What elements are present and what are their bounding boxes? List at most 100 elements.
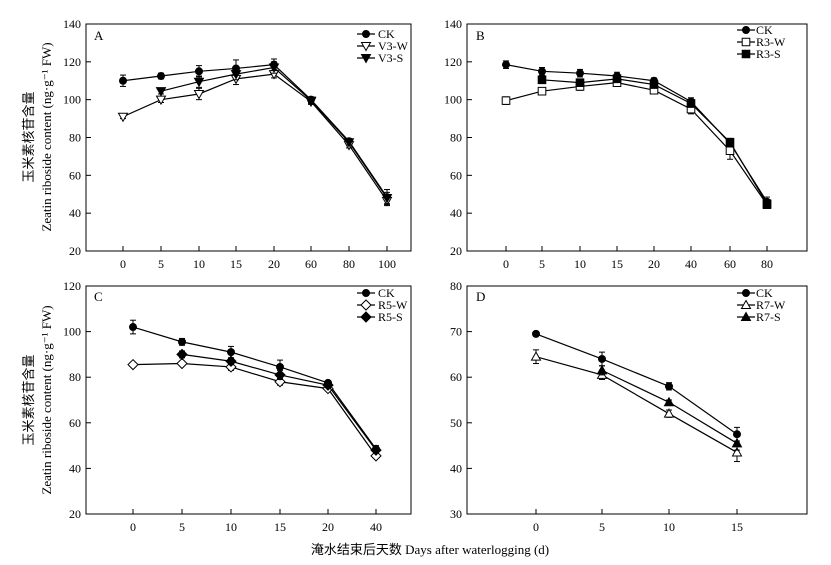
data-point <box>381 194 393 204</box>
series-line <box>505 82 768 205</box>
data-point <box>649 80 659 89</box>
y-tick-label: 40 <box>450 206 462 220</box>
data-point <box>176 357 188 370</box>
y-tick-label: 80 <box>450 131 462 145</box>
legend-marker <box>362 289 370 297</box>
data-point <box>227 348 235 357</box>
y-tick-label: 60 <box>69 168 81 182</box>
x-tick-label: 10 <box>574 257 586 271</box>
x-tick-label: 10 <box>193 257 205 271</box>
x-tick-label: 10 <box>663 520 675 534</box>
panel-letter: B <box>476 28 485 43</box>
data-point <box>530 351 542 361</box>
legend-marker <box>741 49 751 59</box>
y-axis-title-cn-bottom: 玉米素核苷含量 <box>21 354 36 445</box>
x-tick-label: 20 <box>648 257 660 271</box>
y-tick-label: 140 <box>444 17 462 31</box>
y-tick-label: 50 <box>450 416 462 430</box>
y-tick-label: 120 <box>63 55 81 69</box>
panel-b: 20 40 60 80 100 120 140 0 5 10 15 20 40 60 80 B CKR3-WR3… <box>444 17 808 271</box>
y-tick-label: 70 <box>450 325 462 339</box>
y-tick-label: 40 <box>450 461 462 475</box>
data-point <box>370 444 382 456</box>
data-point <box>663 396 675 407</box>
legend-marker <box>360 299 372 311</box>
data-point <box>762 199 772 209</box>
data-point <box>532 329 540 338</box>
data-point <box>178 337 186 346</box>
y-tick-label: 20 <box>450 244 462 258</box>
data-point <box>596 364 608 375</box>
data-point <box>225 355 237 367</box>
y-tick-label: 30 <box>450 507 462 521</box>
legend-marker <box>360 54 372 64</box>
x-tick-label: 5 <box>158 257 164 271</box>
data-point <box>575 78 585 87</box>
legend-label: R5-S <box>378 310 403 324</box>
series-ck <box>532 329 741 442</box>
series-ck <box>119 58 391 206</box>
y-tick-label: 80 <box>69 370 81 384</box>
legend-label: CK <box>378 27 395 41</box>
y-tick-label: 120 <box>444 55 462 69</box>
x-tick-label: 40 <box>685 257 697 271</box>
legend-label: R3-W <box>756 35 786 49</box>
series-line <box>601 369 738 444</box>
data-point <box>155 95 167 106</box>
data-point <box>731 437 743 448</box>
panel-letter: D <box>476 289 485 304</box>
series-line <box>132 362 377 457</box>
series-r7-w <box>530 349 743 463</box>
legend-marker <box>362 30 370 38</box>
x-tick-label: 0 <box>533 520 539 534</box>
x-tick-label: 10 <box>225 520 237 534</box>
series-r7-s <box>596 364 743 451</box>
data-point <box>268 63 280 74</box>
data-point <box>665 382 673 391</box>
legend-marker <box>360 42 372 52</box>
x-tick-label: 40 <box>370 520 382 534</box>
y-tick-label: 60 <box>450 370 462 384</box>
data-point <box>193 77 205 88</box>
y-tick-label: 20 <box>69 244 81 258</box>
y-tick-label: 40 <box>69 461 81 475</box>
data-point <box>117 112 129 123</box>
y-tick-label: 80 <box>69 131 81 145</box>
data-point <box>155 87 167 97</box>
x-tick-label: 15 <box>274 520 286 534</box>
data-point <box>598 354 606 363</box>
panel-letter: C <box>94 289 103 304</box>
x-tick-label: 0 <box>503 257 509 271</box>
y-tick-label: 80 <box>450 279 462 293</box>
data-point <box>576 69 584 78</box>
y-axis-title-en-top: Zeatin riboside content (ng·g⁻¹ FW) <box>39 42 54 231</box>
x-tick-label: 80 <box>343 257 355 271</box>
x-tick-label: 5 <box>179 520 185 534</box>
legend-label: R7-W <box>756 298 786 312</box>
series-line <box>132 326 377 450</box>
series-line <box>535 356 738 453</box>
data-point <box>274 369 286 381</box>
x-tick-label: 5 <box>599 520 605 534</box>
data-point <box>230 70 242 80</box>
legend-label: R3-S <box>756 47 781 61</box>
series-r3-s <box>537 74 772 209</box>
x-axis-title: 淹水结束后天数 Days after waterlogging (d) <box>311 542 549 557</box>
data-point <box>537 86 547 96</box>
y-tick-label: 40 <box>69 206 81 220</box>
legend-marker <box>360 311 372 323</box>
x-tick-label: 60 <box>724 257 736 271</box>
y-tick-label: 20 <box>69 507 81 521</box>
data-point <box>176 348 188 361</box>
x-tick-label: 15 <box>230 257 242 271</box>
series-line <box>122 64 388 198</box>
data-point <box>195 67 203 76</box>
legend-label: R5-W <box>378 298 408 312</box>
x-tick-label: 20 <box>322 520 334 534</box>
data-point <box>537 75 547 85</box>
series-line <box>122 73 388 202</box>
legend-label: R7-S <box>756 310 781 324</box>
legend-label: V3-W <box>378 39 409 53</box>
legend-label: CK <box>378 286 395 300</box>
